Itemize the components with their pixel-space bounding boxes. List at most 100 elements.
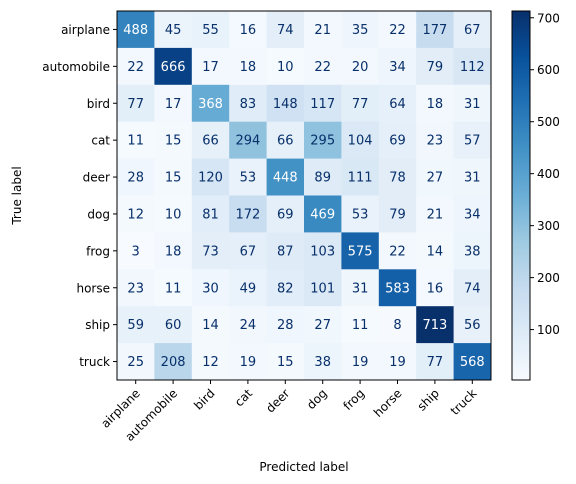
x-tick-label: frog xyxy=(340,386,367,413)
cell-value-label: 11 xyxy=(127,134,144,149)
heatmap-cell xyxy=(416,47,455,86)
heatmap-cell xyxy=(266,47,305,86)
heatmap-cell xyxy=(154,47,193,86)
y-tick-label: horse xyxy=(76,281,110,295)
heatmap-cell xyxy=(304,121,342,160)
heatmap-cell xyxy=(378,232,417,270)
heatmap-cell xyxy=(266,343,305,381)
x-tick-label: deer xyxy=(263,386,292,415)
heatmap-cell xyxy=(453,232,492,270)
heatmap-cell xyxy=(154,232,193,270)
cell-value-label: 19 xyxy=(352,355,369,370)
cell-value-label: 20 xyxy=(352,60,369,75)
heatmap-cell xyxy=(378,121,417,160)
cell-value-label: 23 xyxy=(427,134,444,149)
cell-value-label: 38 xyxy=(464,244,481,259)
cell-value-label: 22 xyxy=(389,23,406,38)
colorbar-tick-label: 500 xyxy=(537,115,560,129)
heatmap-cell xyxy=(266,232,305,270)
heatmap-cell xyxy=(416,343,455,381)
heatmap-cell xyxy=(191,343,230,381)
cell-value-label: 67 xyxy=(240,244,257,259)
y-tick-label: airplane xyxy=(61,23,110,37)
cell-value-label: 104 xyxy=(348,134,373,149)
heatmap-cell xyxy=(117,195,155,233)
cell-value-label: 56 xyxy=(464,318,481,333)
heatmap-cell xyxy=(453,158,492,196)
cell-value-label: 448 xyxy=(273,171,298,186)
cell-value-label: 60 xyxy=(165,318,182,333)
cell-value-label: 67 xyxy=(464,23,481,38)
heatmap-cell xyxy=(266,195,305,233)
heatmap-cell xyxy=(229,121,268,160)
heatmap-cell xyxy=(154,306,193,344)
cell-value-label: 112 xyxy=(460,60,485,75)
cell-value-label: 79 xyxy=(389,207,406,222)
heatmap-cell xyxy=(416,195,455,233)
cell-value-label: 21 xyxy=(427,207,444,222)
cell-value-label: 81 xyxy=(202,207,219,222)
heatmap-cell xyxy=(154,84,193,123)
cell-value-label: 15 xyxy=(165,171,182,186)
heatmap-cell xyxy=(154,269,193,307)
heatmap-cell xyxy=(378,11,417,49)
heatmap-cell xyxy=(304,232,342,270)
heatmap-cell xyxy=(154,195,193,233)
cell-value-label: 25 xyxy=(127,355,144,370)
heatmap-cell xyxy=(378,306,417,344)
x-tick-label: truck xyxy=(448,386,480,418)
cell-value-label: 22 xyxy=(127,60,144,75)
cell-value-label: 19 xyxy=(389,355,406,370)
cell-value-label: 69 xyxy=(389,134,406,149)
heatmap-cell xyxy=(191,158,230,196)
cell-value-label: 64 xyxy=(389,97,406,112)
heatmap-cell xyxy=(191,232,230,270)
cell-value-label: 82 xyxy=(277,281,294,296)
cell-value-label: 469 xyxy=(310,207,335,222)
cell-value-label: 583 xyxy=(385,281,410,296)
cell-value-label: 10 xyxy=(165,207,182,222)
y-tick-label: frog xyxy=(86,244,110,258)
heatmap-cell xyxy=(416,158,455,196)
cell-value-label: 74 xyxy=(464,281,481,296)
heatmap-cell xyxy=(266,121,305,160)
heatmap-cell xyxy=(304,343,342,381)
cell-value-label: 19 xyxy=(240,355,257,370)
y-axis-label: True label xyxy=(10,166,24,225)
cell-value-label: 22 xyxy=(314,60,331,75)
cell-value-label: 21 xyxy=(314,23,331,38)
heatmap-cell xyxy=(117,84,155,123)
heatmap-cell xyxy=(378,84,417,123)
cell-value-label: 28 xyxy=(127,171,144,186)
colorbar-tick-label: 700 xyxy=(537,11,560,25)
cell-value-label: 74 xyxy=(277,23,294,38)
cell-value-label: 14 xyxy=(427,244,444,259)
heatmap-cell xyxy=(191,195,230,233)
y-tick-label: truck xyxy=(79,355,110,369)
cell-value-label: 45 xyxy=(165,23,182,38)
colorbar xyxy=(511,10,531,381)
heatmap-cell xyxy=(304,84,342,123)
heatmap-cell xyxy=(378,195,417,233)
x-tick-label: cat xyxy=(232,386,255,409)
cell-value-label: 31 xyxy=(464,97,481,112)
cell-value-label: 38 xyxy=(314,355,331,370)
cell-value-label: 713 xyxy=(422,318,447,333)
cell-value-label: 89 xyxy=(314,171,331,186)
colorbar-tick-label: 200 xyxy=(537,271,560,285)
x-tick-label: ship xyxy=(415,386,442,413)
heatmap-cell xyxy=(229,269,268,307)
cell-value-label: 78 xyxy=(389,171,406,186)
heatmap-cell xyxy=(117,11,155,49)
cell-value-label: 55 xyxy=(202,23,219,38)
cell-value-label: 11 xyxy=(352,318,369,333)
heatmap-cell xyxy=(191,121,230,160)
heatmap-cell xyxy=(117,47,155,86)
y-tick-label: deer xyxy=(83,171,110,185)
heatmap-cell xyxy=(304,47,342,86)
cell-value-label: 23 xyxy=(127,281,144,296)
heatmap-cell xyxy=(341,47,380,86)
cell-value-label: 66 xyxy=(277,134,294,149)
heatmap-cell xyxy=(191,269,230,307)
cell-value-label: 34 xyxy=(389,60,406,75)
